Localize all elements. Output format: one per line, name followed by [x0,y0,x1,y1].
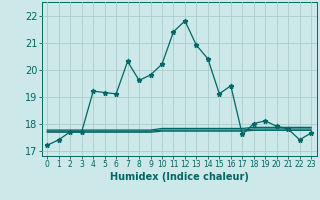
X-axis label: Humidex (Indice chaleur): Humidex (Indice chaleur) [110,172,249,182]
